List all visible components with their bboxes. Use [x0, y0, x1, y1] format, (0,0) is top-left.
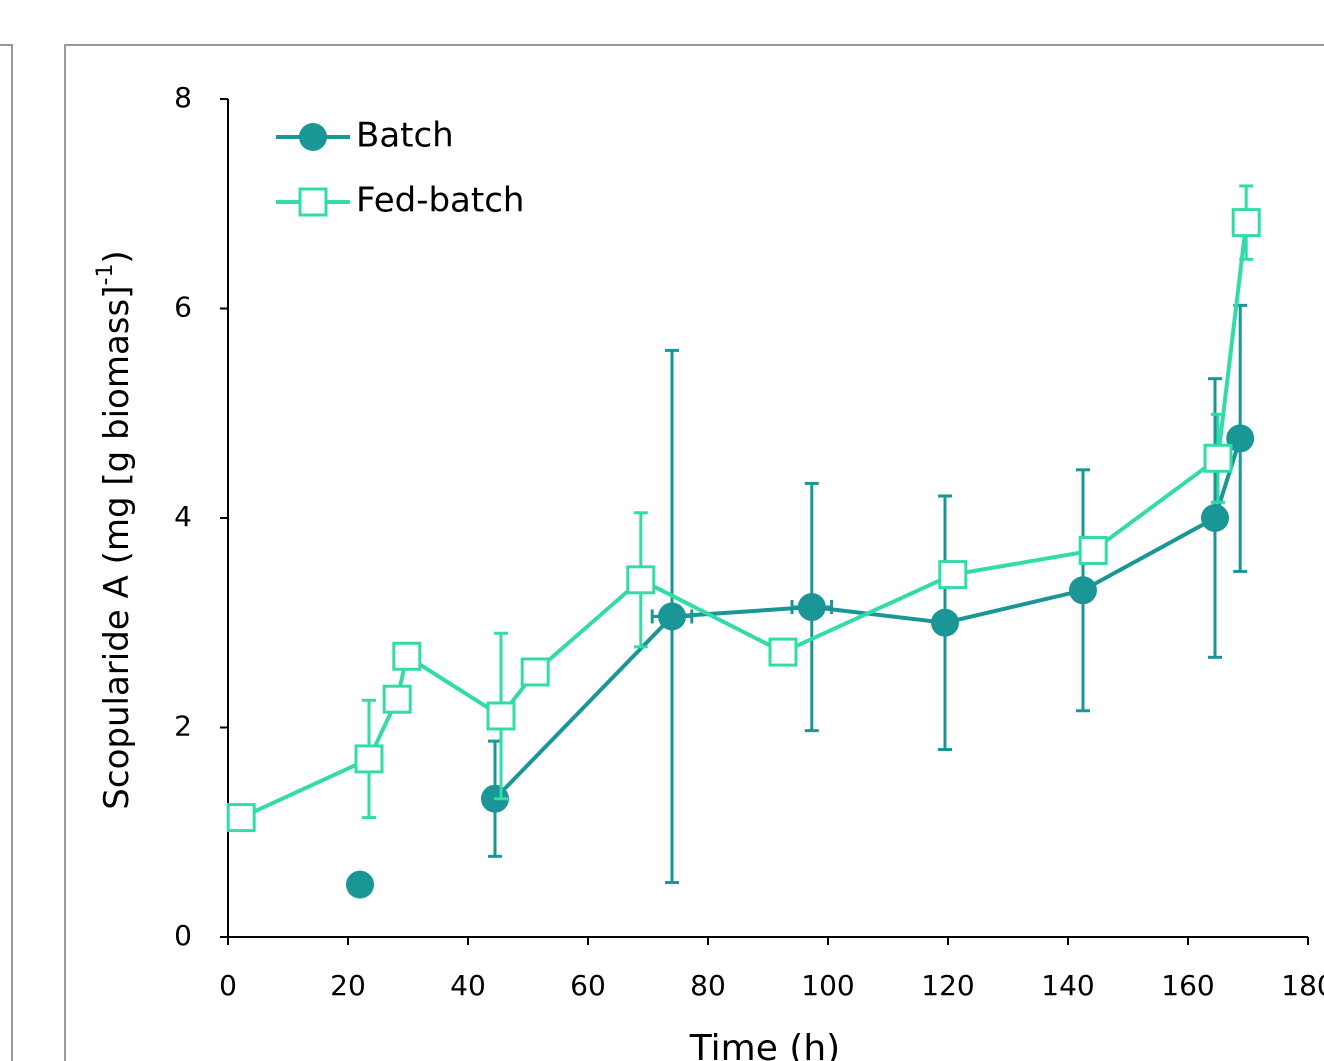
marker — [1203, 443, 1233, 473]
x-tick-label: 140 — [1041, 969, 1094, 1002]
x-tick-label: 60 — [570, 969, 606, 1002]
legend-marker — [298, 187, 328, 217]
x-tick-label: 100 — [801, 969, 854, 1002]
x-tick-label: 80 — [690, 969, 726, 1002]
legend-label: Batch — [356, 116, 454, 156]
panel-frame — [64, 44, 1324, 1061]
marker — [1069, 576, 1097, 605]
y-tick-label: 4 — [174, 500, 192, 533]
y-tick-label: 0 — [174, 919, 192, 952]
marker — [520, 657, 550, 687]
series-line — [493, 437, 1243, 801]
y-tick-label: 2 — [174, 710, 192, 743]
x-tick-label: 160 — [1161, 969, 1214, 1002]
x-tick-label: 20 — [330, 969, 366, 1002]
y-axis-title-main: Scopularide A (mg [g biomass] — [97, 286, 137, 810]
marker — [658, 602, 686, 631]
marker — [1226, 424, 1255, 453]
marker — [626, 565, 656, 595]
marker — [354, 744, 384, 774]
x-tick-label: 0 — [219, 969, 237, 1002]
marker — [931, 608, 959, 637]
x-axis-title: Time (h) — [689, 1028, 840, 1061]
y-axis-title-sup: -1 — [93, 264, 118, 286]
y-axis-title: Scopularide A (mg [g biomass]-1) — [93, 250, 137, 809]
marker — [382, 684, 412, 714]
legend-label: Fed-batch — [356, 181, 524, 221]
marker — [938, 560, 968, 590]
x-tick-label: 180 — [1281, 969, 1324, 1002]
marker — [486, 701, 516, 731]
legend-marker — [299, 123, 327, 151]
marker — [346, 870, 374, 899]
marker — [768, 637, 798, 667]
y-tick-label: 6 — [174, 291, 192, 324]
marker — [392, 641, 422, 671]
marker — [226, 803, 256, 833]
marker — [1201, 504, 1229, 532]
left-panel-frame — [0, 44, 13, 1061]
y-axis-title-end: ) — [97, 250, 137, 263]
y-tick-label: 8 — [174, 81, 192, 114]
marker — [1231, 208, 1261, 238]
x-tick-label: 120 — [921, 969, 974, 1002]
series-line — [240, 222, 1249, 820]
x-tick-label: 40 — [450, 969, 486, 1002]
marker — [797, 593, 826, 622]
marker — [1078, 535, 1108, 565]
